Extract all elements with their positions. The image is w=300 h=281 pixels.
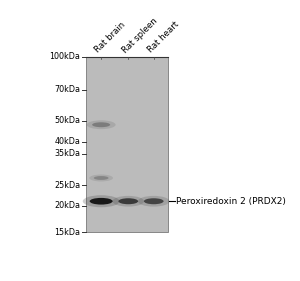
Text: 25kDa: 25kDa <box>54 181 80 190</box>
Ellipse shape <box>83 195 120 207</box>
Text: 70kDa: 70kDa <box>54 85 80 94</box>
Text: 35kDa: 35kDa <box>54 149 80 158</box>
Ellipse shape <box>94 176 109 180</box>
Ellipse shape <box>90 198 113 205</box>
Ellipse shape <box>138 196 169 207</box>
Text: 40kDa: 40kDa <box>54 137 80 146</box>
Text: Rat heart: Rat heart <box>146 20 181 55</box>
Ellipse shape <box>144 198 164 204</box>
Text: 20kDa: 20kDa <box>54 201 80 210</box>
Text: Peroxiredoxin 2 (PRDX2): Peroxiredoxin 2 (PRDX2) <box>176 197 286 206</box>
Text: Rat brain: Rat brain <box>93 21 128 55</box>
Bar <box>85 57 168 232</box>
Text: Rat spleen: Rat spleen <box>120 16 159 55</box>
Ellipse shape <box>92 122 110 127</box>
Text: 50kDa: 50kDa <box>54 116 80 125</box>
Ellipse shape <box>112 196 144 207</box>
Ellipse shape <box>89 175 113 182</box>
Text: 15kDa: 15kDa <box>54 228 80 237</box>
Text: 100kDa: 100kDa <box>49 52 80 61</box>
Ellipse shape <box>87 120 116 129</box>
Ellipse shape <box>118 198 138 204</box>
